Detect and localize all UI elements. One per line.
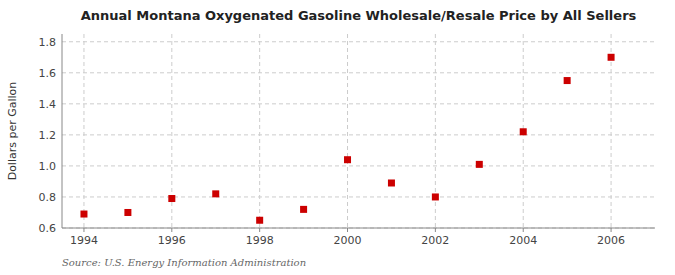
y-axis-line xyxy=(62,34,63,228)
x-tick xyxy=(611,228,612,232)
x-grid-line xyxy=(259,34,260,228)
chart: Annual Montana Oxygenated Gasoline Whole… xyxy=(0,0,675,275)
y-tick-label: 1.8 xyxy=(39,36,57,49)
y-axis-label: Dollars per Gallon xyxy=(6,82,19,181)
point xyxy=(80,211,87,218)
point xyxy=(476,161,483,168)
title: Annual Montana Oxygenated Gasoline Whole… xyxy=(81,8,637,23)
point xyxy=(520,128,527,135)
x-tick xyxy=(435,228,436,232)
y-tick-label: 1.6 xyxy=(39,67,57,80)
y-tick-label: 0.8 xyxy=(39,191,57,204)
point xyxy=(256,217,263,224)
y-grid-line xyxy=(62,165,655,166)
x-tick xyxy=(347,228,348,232)
x-axis-line xyxy=(62,228,655,229)
x-tick-label: 1996 xyxy=(158,234,186,247)
point xyxy=(608,54,615,61)
y-grid-line xyxy=(62,196,655,197)
grid xyxy=(62,34,655,228)
point xyxy=(432,193,439,200)
y-tick-label: 1.4 xyxy=(39,98,57,111)
x-tick-label: 1994 xyxy=(70,234,98,247)
point xyxy=(564,77,571,84)
point xyxy=(124,209,131,216)
x-tick-label: 2006 xyxy=(597,234,625,247)
chart-container: Annual Montana Oxygenated Gasoline Whole… xyxy=(0,0,675,275)
x-tick-label: 2000 xyxy=(334,234,362,247)
x-grid-line xyxy=(347,34,348,228)
x-tick xyxy=(83,228,84,232)
point xyxy=(212,190,219,197)
point xyxy=(344,156,351,163)
y-tick-label: 1.0 xyxy=(39,160,57,173)
x-tick xyxy=(523,228,524,232)
y-grid-line xyxy=(62,103,655,104)
x-tick xyxy=(171,228,172,232)
x-tick xyxy=(259,228,260,232)
y-grid-line xyxy=(62,72,655,73)
x-grid-line xyxy=(83,34,84,228)
point xyxy=(388,179,395,186)
x-grid-line xyxy=(611,34,612,228)
y-grid-line xyxy=(62,134,655,135)
x-tick-label: 1998 xyxy=(246,234,274,247)
point xyxy=(300,206,307,213)
y-tick-label: 1.2 xyxy=(39,129,57,142)
x-tick-label: 2004 xyxy=(509,234,537,247)
point xyxy=(168,195,175,202)
y-tick-label: 0.6 xyxy=(39,222,57,235)
y-grid-line xyxy=(62,41,655,42)
y-grid-line xyxy=(62,228,655,229)
source-note: Source: U.S. Energy Information Administ… xyxy=(62,257,306,268)
points xyxy=(80,54,614,224)
x-tick-label: 2002 xyxy=(421,234,449,247)
